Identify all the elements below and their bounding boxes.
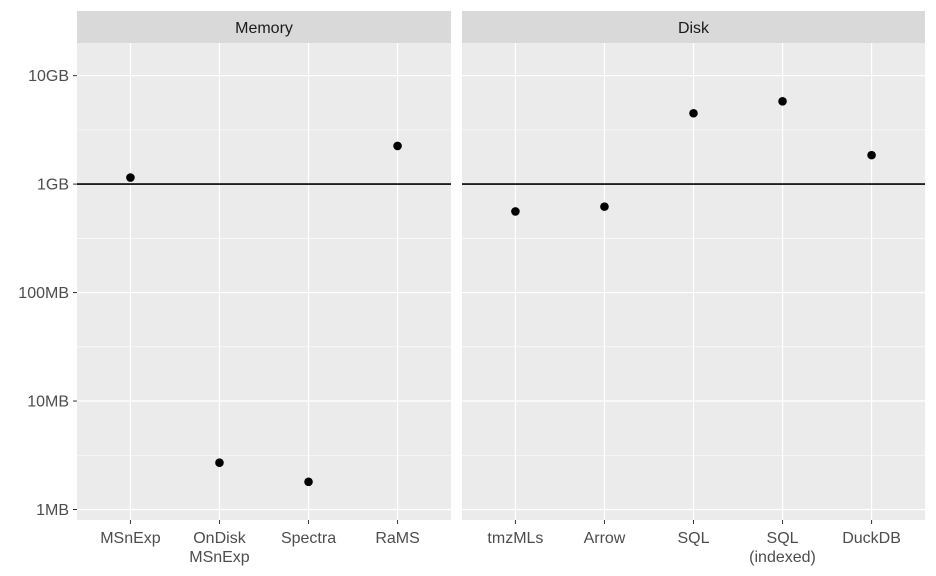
facet-strip xyxy=(462,11,925,43)
data-point xyxy=(689,108,698,118)
y-tick-label: 10GB xyxy=(28,68,69,85)
panel-disk: Disk tmzMLs Arrow SQL SQL (indexed) DuckDB xyxy=(462,11,925,566)
x-tick-label: DuckDB xyxy=(842,530,901,547)
panel-memory: Memory MSnExp OnDisk MSnExp Spectra RaMS xyxy=(77,11,451,566)
data-point xyxy=(600,202,609,211)
data-point xyxy=(778,97,787,106)
y-tick-label: 1MB xyxy=(36,502,69,519)
data-point xyxy=(215,458,224,468)
x-tick-label: MSnExp xyxy=(100,530,161,547)
x-tick-label: Arrow xyxy=(584,530,626,547)
facet-title: Memory xyxy=(235,20,293,37)
facet-title: Disk xyxy=(678,20,710,37)
x-tick-label: SQL xyxy=(677,530,709,547)
data-point xyxy=(126,173,135,182)
data-point xyxy=(511,207,520,216)
y-tick-label: 10MB xyxy=(27,394,69,411)
facet-strip xyxy=(77,11,451,43)
y-tick-label: 1GB xyxy=(37,177,69,194)
x-tick-label: Spectra xyxy=(281,530,336,547)
x-tick-label: RaMS xyxy=(375,530,419,547)
data-point xyxy=(393,141,402,151)
x-tick-label: OnDisk MSnExp xyxy=(189,530,250,566)
data-point xyxy=(867,150,876,160)
x-tick-label: tmzMLs xyxy=(487,530,543,547)
panel-background xyxy=(77,43,451,520)
x-tick-label: SQL (indexed) xyxy=(749,530,816,566)
y-tick-label: 100MB xyxy=(18,285,69,302)
data-point xyxy=(304,477,313,487)
